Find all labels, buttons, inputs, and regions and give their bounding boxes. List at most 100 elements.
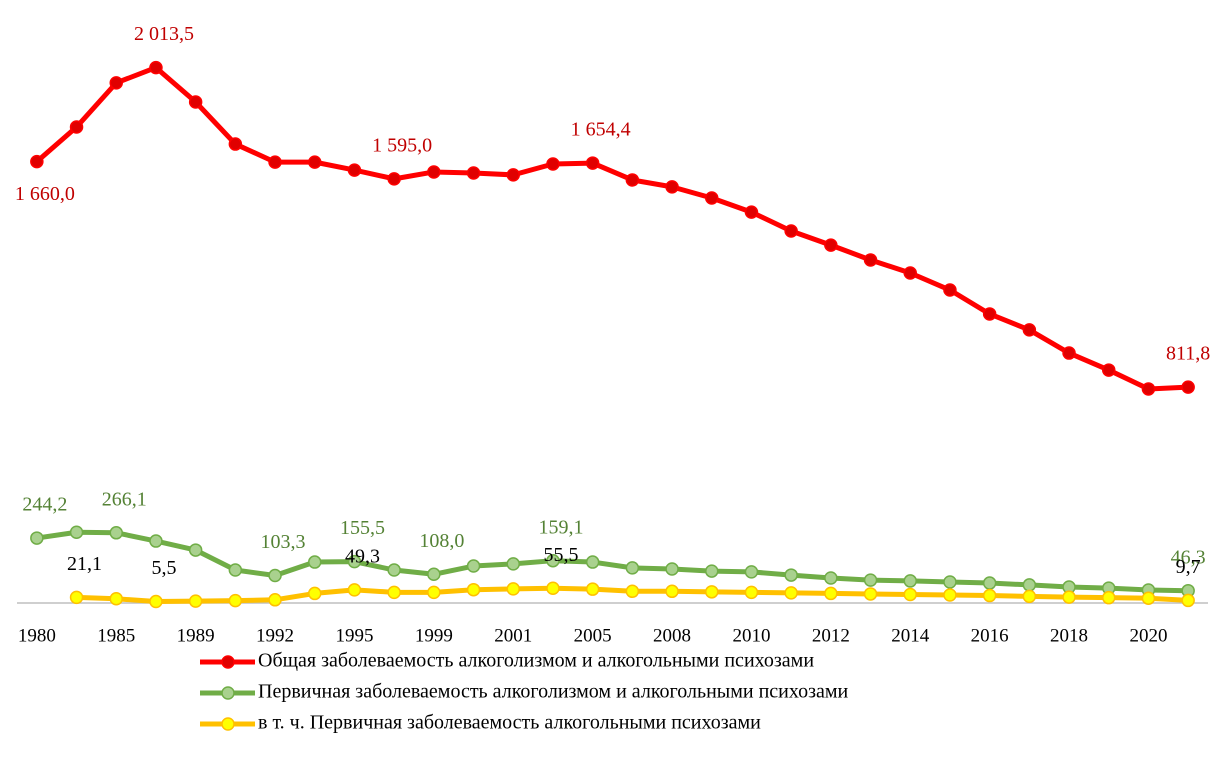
- point: [506, 582, 520, 596]
- point: [1062, 346, 1076, 360]
- point: [1102, 363, 1116, 377]
- point: [665, 562, 679, 576]
- point: [387, 172, 401, 186]
- point: [665, 584, 679, 599]
- data-label: 108,0: [419, 530, 464, 552]
- point: [705, 585, 719, 599]
- point: [982, 576, 997, 590]
- x-tick-label: 1985: [97, 625, 135, 646]
- legend-label: Первичная заболеваемость алкоголизмом и …: [258, 681, 849, 703]
- point: [506, 557, 520, 571]
- point: [744, 585, 759, 600]
- point: [1181, 593, 1195, 608]
- series-line: [36, 529, 1189, 594]
- point: [188, 95, 203, 109]
- point: [784, 586, 798, 600]
- data-label: 9,7: [1176, 556, 1201, 578]
- point: [69, 120, 84, 134]
- point: [188, 543, 203, 557]
- point: [1181, 380, 1195, 394]
- x-tick-label: 2012: [812, 625, 850, 646]
- point: [1141, 382, 1156, 396]
- point: [784, 224, 798, 238]
- point: [585, 156, 600, 170]
- x-tick-label: 2010: [732, 625, 770, 646]
- point: [744, 205, 759, 219]
- point: [982, 307, 997, 321]
- point: [863, 253, 878, 267]
- point: [585, 582, 600, 596]
- point: [1141, 591, 1156, 605]
- data-label: 46,3: [1171, 546, 1206, 568]
- point: [943, 575, 957, 589]
- point: [268, 155, 282, 169]
- point: [308, 586, 322, 601]
- point: [863, 573, 878, 587]
- x-tick-label: 2008: [653, 625, 691, 646]
- point: [903, 574, 917, 588]
- point: [1062, 590, 1076, 604]
- data-label: 21,1: [67, 553, 102, 575]
- point: [69, 590, 84, 605]
- x-tick-label: 2014: [891, 625, 930, 646]
- point: [228, 563, 243, 577]
- point: [466, 166, 481, 180]
- x-tick-label: 1999: [415, 625, 453, 646]
- point: [824, 238, 838, 252]
- point: [188, 594, 203, 608]
- point: [387, 563, 401, 577]
- point: [625, 173, 640, 187]
- point: [466, 559, 481, 573]
- legend-marker: [221, 655, 235, 669]
- x-tick-label: 2020: [1129, 625, 1167, 646]
- point: [427, 567, 441, 582]
- point: [149, 594, 163, 609]
- point: [546, 581, 560, 595]
- point: [69, 525, 84, 539]
- point: [228, 593, 243, 608]
- point: [903, 587, 917, 602]
- x-tick-label: 2005: [574, 625, 612, 646]
- data-label: 49,3: [345, 545, 380, 567]
- point: [744, 565, 759, 579]
- legend-marker: [221, 717, 235, 731]
- data-label: 5,5: [151, 557, 176, 579]
- point: [546, 553, 560, 568]
- data-label: 811,8: [1166, 343, 1210, 365]
- data-label: 2 013,5: [134, 23, 194, 45]
- point: [1022, 578, 1037, 592]
- point: [784, 568, 798, 582]
- x-tick-label: 2018: [1050, 625, 1088, 646]
- point: [665, 180, 679, 194]
- x-tick-label: 2001: [494, 625, 532, 646]
- point: [466, 582, 481, 597]
- point: [228, 137, 243, 151]
- legend-label: Общая заболеваемость алкоголизмом и алко…: [258, 650, 814, 672]
- data-label: 103,3: [261, 531, 306, 553]
- data-label: 1 660,0: [15, 183, 75, 205]
- data-label: 1 654,4: [571, 119, 631, 141]
- point: [427, 165, 441, 179]
- point: [268, 593, 282, 607]
- point: [308, 555, 322, 569]
- point: [1022, 589, 1037, 604]
- point: [705, 564, 719, 578]
- point: [1102, 590, 1116, 605]
- data-label: 244,2: [22, 494, 67, 516]
- point: [268, 568, 282, 583]
- point: [705, 191, 719, 205]
- data-label: 159,1: [538, 516, 583, 538]
- x-tick-label: 1989: [177, 625, 215, 646]
- point: [387, 585, 401, 600]
- point: [308, 155, 322, 169]
- point: [109, 591, 123, 606]
- data-label: 266,1: [102, 488, 147, 510]
- x-tick-label: 1992: [256, 625, 294, 646]
- point: [109, 526, 123, 540]
- point: [546, 157, 560, 171]
- point: [943, 283, 957, 297]
- point: [625, 561, 640, 575]
- point: [863, 587, 878, 601]
- point: [149, 60, 163, 75]
- x-tick-label: 1995: [335, 625, 373, 646]
